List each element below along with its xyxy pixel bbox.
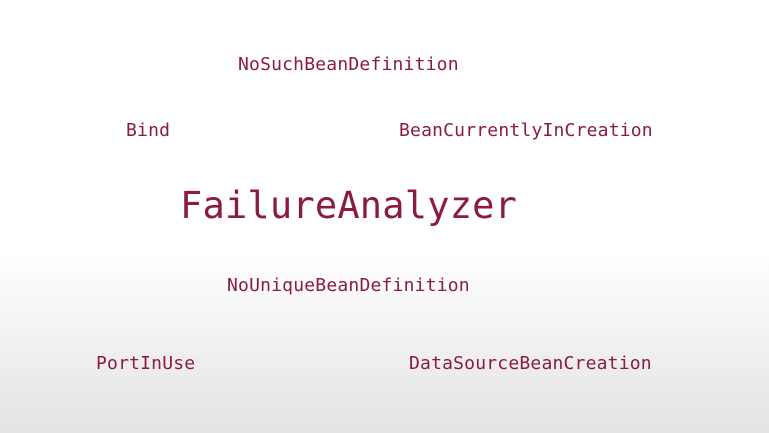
analyzer-label-port-in-use: PortInUse bbox=[96, 353, 196, 374]
analyzer-label-no-such-bean-definition: NoSuchBeanDefinition bbox=[238, 54, 459, 75]
analyzer-label-no-unique-bean-definition: NoUniqueBeanDefinition bbox=[227, 275, 470, 296]
analyzer-label-data-source-bean-creation: DataSourceBeanCreation bbox=[409, 353, 652, 374]
analyzer-label-bind: Bind bbox=[126, 120, 171, 141]
slide-title: FailureAnalyzer bbox=[180, 184, 518, 227]
analyzer-label-bean-currently-in-creation: BeanCurrentlyInCreation bbox=[399, 120, 653, 141]
